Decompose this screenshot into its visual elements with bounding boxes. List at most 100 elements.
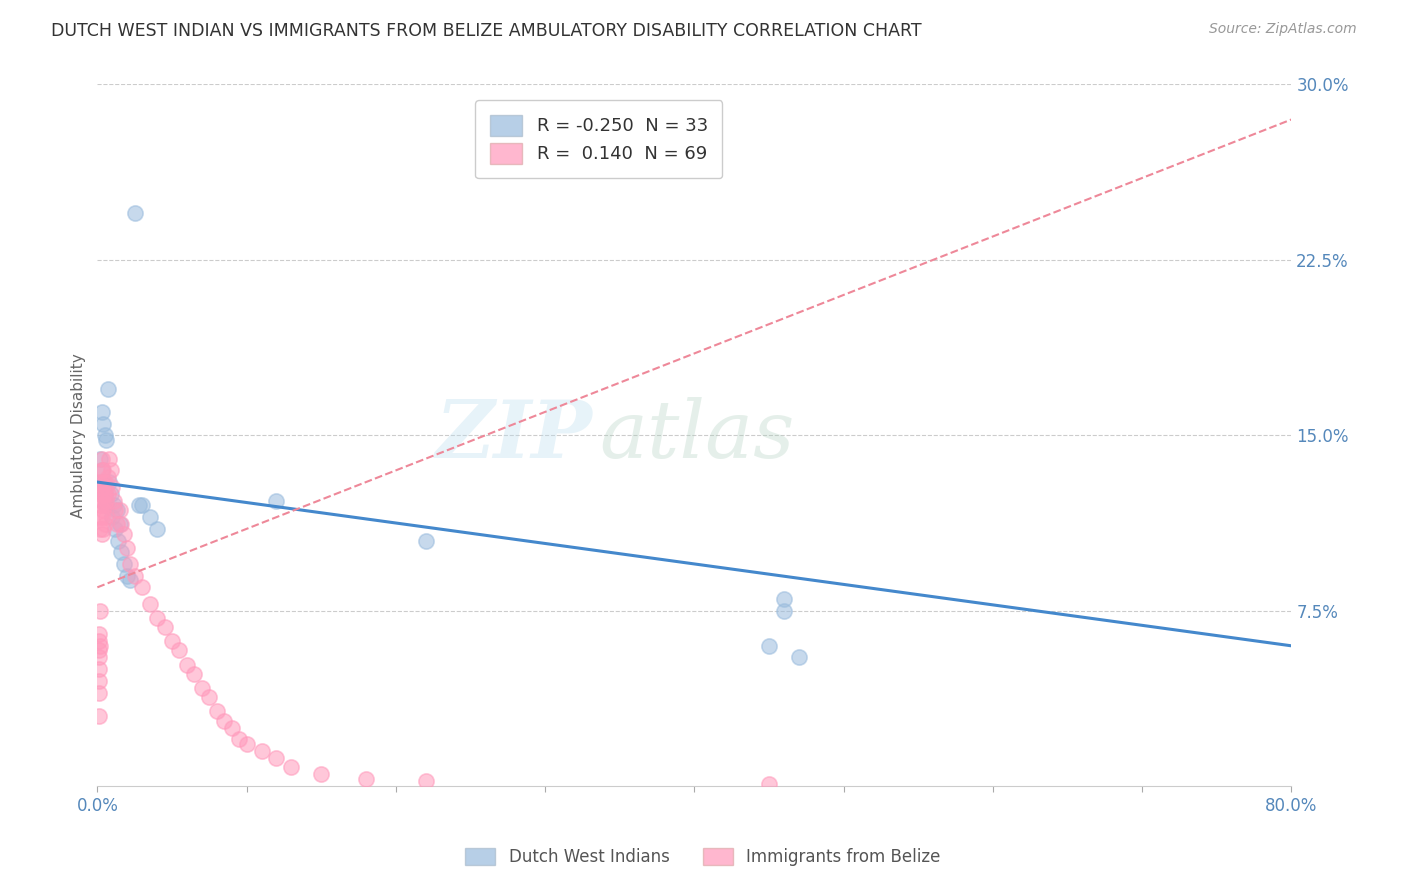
- Point: [87, 627, 110, 641]
- Point: [280, 760, 302, 774]
- Point: [96, 493, 118, 508]
- Point: [94, 517, 117, 532]
- Point: [91, 475, 114, 489]
- Point: [212, 714, 235, 728]
- Point: [89, 604, 111, 618]
- Y-axis label: Ambulatory Disability: Ambulatory Disability: [72, 353, 86, 517]
- Point: [105, 503, 128, 517]
- Text: atlas: atlas: [599, 397, 794, 474]
- Point: [90, 510, 112, 524]
- Point: [97, 470, 120, 484]
- Point: [112, 526, 135, 541]
- Text: ZIP: ZIP: [436, 397, 593, 474]
- Point: [309, 767, 332, 781]
- Point: [87, 662, 110, 676]
- Point: [90, 526, 112, 541]
- Point: [103, 499, 125, 513]
- Point: [128, 499, 150, 513]
- Legend: R = -0.250  N = 33, R =  0.140  N = 69: R = -0.250 N = 33, R = 0.140 N = 69: [475, 101, 723, 178]
- Point: [221, 721, 243, 735]
- Point: [89, 639, 111, 653]
- Point: [176, 657, 198, 672]
- Point: [96, 499, 118, 513]
- Point: [198, 690, 221, 705]
- Point: [120, 574, 142, 588]
- Point: [94, 475, 117, 489]
- Point: [160, 634, 183, 648]
- Point: [98, 475, 121, 489]
- Point: [107, 533, 129, 548]
- Point: [96, 433, 118, 447]
- Point: [146, 611, 169, 625]
- Point: [153, 620, 176, 634]
- Point: [94, 428, 117, 442]
- Point: [97, 382, 120, 396]
- Point: [89, 475, 111, 489]
- Point: [87, 673, 110, 688]
- Point: [87, 650, 110, 665]
- Point: [266, 751, 288, 765]
- Point: [773, 604, 796, 618]
- Text: Source: ZipAtlas.com: Source: ZipAtlas.com: [1209, 22, 1357, 37]
- Point: [169, 643, 191, 657]
- Point: [124, 568, 146, 582]
- Point: [101, 480, 124, 494]
- Point: [87, 709, 110, 723]
- Point: [266, 493, 288, 508]
- Point: [91, 522, 114, 536]
- Point: [90, 405, 112, 419]
- Point: [91, 503, 114, 517]
- Point: [94, 487, 117, 501]
- Point: [89, 522, 111, 536]
- Point: [89, 499, 111, 513]
- Point: [138, 597, 160, 611]
- Point: [108, 517, 131, 532]
- Point: [108, 503, 131, 517]
- Point: [104, 522, 127, 536]
- Point: [96, 510, 118, 524]
- Point: [87, 685, 110, 699]
- Point: [110, 517, 132, 532]
- Point: [105, 517, 128, 532]
- Point: [91, 463, 114, 477]
- Point: [90, 463, 112, 477]
- Point: [100, 463, 122, 477]
- Point: [87, 643, 110, 657]
- Point: [104, 503, 127, 517]
- Point: [138, 510, 160, 524]
- Point: [101, 510, 124, 524]
- Text: DUTCH WEST INDIAN VS IMMIGRANTS FROM BELIZE AMBULATORY DISABILITY CORRELATION CH: DUTCH WEST INDIAN VS IMMIGRANTS FROM BEL…: [51, 22, 921, 40]
- Point: [415, 774, 437, 789]
- Point: [94, 487, 117, 501]
- Point: [91, 487, 114, 501]
- Point: [90, 451, 112, 466]
- Point: [100, 487, 122, 501]
- Point: [205, 704, 228, 718]
- Point: [94, 499, 117, 513]
- Legend: Dutch West Indians, Immigrants from Belize: Dutch West Indians, Immigrants from Beli…: [458, 841, 948, 873]
- Point: [89, 451, 111, 466]
- Point: [89, 510, 111, 524]
- Point: [87, 634, 110, 648]
- Point: [115, 568, 138, 582]
- Point: [89, 487, 111, 501]
- Point: [91, 417, 114, 431]
- Point: [354, 772, 377, 786]
- Point: [758, 639, 780, 653]
- Point: [91, 475, 114, 489]
- Point: [103, 493, 125, 508]
- Point: [131, 499, 153, 513]
- Point: [773, 592, 796, 607]
- Point: [191, 681, 214, 695]
- Point: [250, 744, 273, 758]
- Point: [131, 580, 153, 594]
- Point: [90, 463, 112, 477]
- Point: [415, 533, 437, 548]
- Point: [112, 557, 135, 571]
- Point: [115, 541, 138, 555]
- Point: [235, 737, 257, 751]
- Point: [110, 545, 132, 559]
- Point: [758, 777, 780, 791]
- Point: [146, 522, 169, 536]
- Point: [787, 650, 810, 665]
